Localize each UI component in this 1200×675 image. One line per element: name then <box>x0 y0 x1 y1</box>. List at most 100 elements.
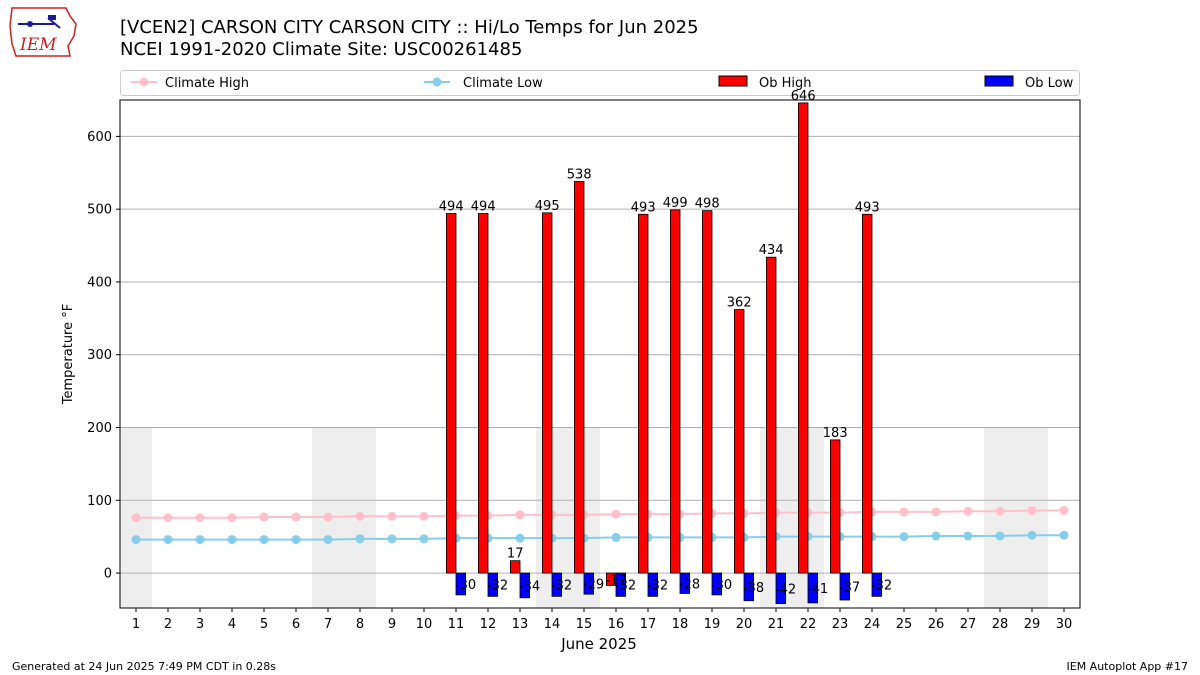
climate-low-point <box>899 532 909 542</box>
climate-low-point <box>259 535 269 545</box>
ob-low-bar <box>807 572 818 604</box>
x-tick-label: 5 <box>260 617 268 632</box>
ob-low-bar <box>615 572 626 597</box>
climate-high-line <box>136 509 1064 519</box>
chart-legend: Climate High Climate Low Ob High Ob Low <box>120 70 1080 96</box>
climate-high-point <box>963 506 973 516</box>
ob-high-bar <box>702 210 713 574</box>
climate-high-point <box>355 511 365 521</box>
climate-low-point <box>291 535 301 545</box>
ob-low-bar <box>551 572 563 597</box>
climate-high-point <box>419 511 429 521</box>
chart-title: [VCEN2] CARSON CITY CARSON CITY :: Hi/Lo… <box>120 17 699 38</box>
ob-low-label: -42 <box>775 582 796 597</box>
x-tick-label: 2 <box>164 617 172 632</box>
ob-low-bar <box>871 572 882 597</box>
x-tick-label: 11 <box>448 617 465 632</box>
climate-high-point <box>995 506 1005 516</box>
x-tick-label: 27 <box>960 617 977 632</box>
legend-ob-high-label: Ob High <box>759 76 812 91</box>
legend-ob-high: Ob High <box>718 75 812 91</box>
ob-low-label: -30 <box>711 578 732 593</box>
climate-low-point <box>931 531 941 541</box>
plot-frame <box>119 99 1081 609</box>
climate-low-point <box>355 534 365 544</box>
ob-high-bar <box>798 102 809 574</box>
climate-low-point <box>227 535 237 545</box>
climate-low-point <box>515 533 525 543</box>
ob-high-label: 494 <box>439 200 464 215</box>
ob-high-label: -17 <box>605 573 626 588</box>
ob-high-bar <box>734 309 745 574</box>
chart-subtitle: NCEI 1991-2020 Climate Site: USC00261485 <box>120 39 523 60</box>
climate-low-point <box>131 535 141 545</box>
x-tick-label: 20 <box>736 617 753 632</box>
ob-high-label: 493 <box>631 200 656 215</box>
x-tick-label: 3 <box>196 617 204 632</box>
ob-low-bar <box>711 572 722 596</box>
legend-climate-high-label: Climate High <box>165 76 249 91</box>
x-tick-label: 13 <box>512 617 529 632</box>
x-tick-label: 1 <box>132 617 140 632</box>
x-tick-label: 12 <box>480 617 497 632</box>
x-tick-label: 23 <box>832 617 849 632</box>
x-tick-label: 18 <box>672 617 689 632</box>
climate-high-point <box>611 509 621 519</box>
ob-high-label: 362 <box>727 296 752 311</box>
legend-climate-low-label: Climate Low <box>463 76 543 91</box>
x-tick-label: 8 <box>356 617 364 632</box>
x-tick-label: 10 <box>416 617 433 632</box>
ob-low-label: -32 <box>871 579 892 594</box>
climate-high-point <box>1059 505 1069 515</box>
iem-logo: IEM <box>8 6 82 60</box>
svg-text:IEM: IEM <box>19 35 57 55</box>
ob-high-bar <box>574 181 585 574</box>
x-tick-label: 25 <box>896 617 913 632</box>
ob-low-bar <box>519 572 531 599</box>
x-tick-label: 7 <box>324 617 332 632</box>
climate-low-point <box>387 534 397 544</box>
x-axis-label: June 2025 <box>560 635 637 653</box>
x-tick-label: 4 <box>228 617 236 632</box>
climate-low-point <box>963 531 973 541</box>
climate-high-point <box>259 512 269 522</box>
x-tick-label: 21 <box>768 617 785 632</box>
ob-high-bar <box>862 213 873 574</box>
climate-high-point <box>931 507 941 517</box>
x-tick-label: 29 <box>1024 617 1041 632</box>
legend-climate-low: Climate Low <box>424 76 543 91</box>
ob-high-label: 494 <box>471 200 496 215</box>
climate-high-point <box>899 507 909 517</box>
ob-low-bar <box>775 572 786 605</box>
ob-high-label: 493 <box>855 200 880 215</box>
climate-high-point <box>515 510 525 520</box>
ob-high-bar <box>445 213 457 574</box>
ob-low-label: -30 <box>455 578 476 593</box>
ob-low-bar <box>839 572 850 601</box>
ob-low-label: -28 <box>679 577 700 592</box>
ob-high-bar <box>542 212 553 574</box>
climate-high-point <box>291 512 301 522</box>
generated-footer: Generated at 24 Jun 2025 7:49 PM CDT in … <box>12 660 277 673</box>
x-tick-label: 15 <box>576 617 593 632</box>
ob-low-label: -38 <box>743 581 764 596</box>
ob-low-label: -32 <box>487 579 508 594</box>
legend-climate-high: Climate High <box>131 76 249 91</box>
y-tick-label: 0 <box>104 567 112 582</box>
climate-low-point <box>195 535 205 545</box>
ob-high-bar <box>670 209 681 574</box>
climate-high-point <box>131 513 141 523</box>
ob-high-label: 495 <box>535 199 560 214</box>
ob-low-bar <box>679 572 690 594</box>
x-tick-label: 16 <box>608 617 625 632</box>
x-tick-label: 17 <box>640 617 657 632</box>
climate-high-point <box>227 513 237 523</box>
x-tick-label: 6 <box>292 617 300 632</box>
climate-low-point <box>611 532 621 542</box>
y-tick-label: 100 <box>87 494 112 509</box>
ob-low-bar <box>743 572 754 602</box>
ob-high-label: 646 <box>791 89 816 104</box>
y-tick-label: 400 <box>87 275 112 290</box>
y-tick-label: 300 <box>87 348 112 363</box>
